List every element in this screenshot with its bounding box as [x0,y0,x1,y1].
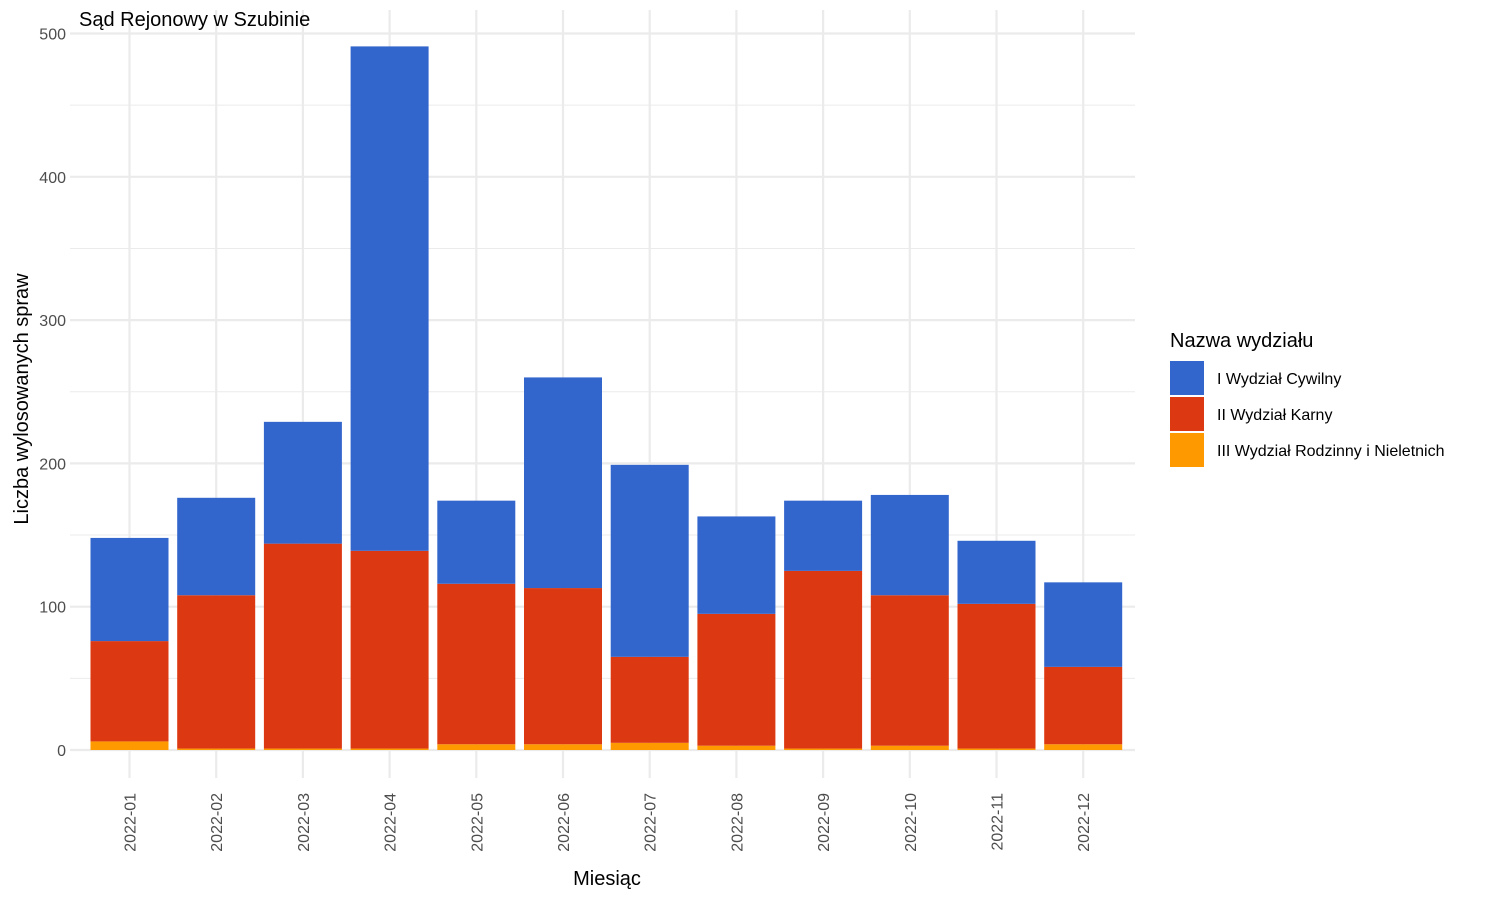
y-tick-label: 300 [39,313,66,330]
bar-segment [697,745,776,750]
legend-swatch [1170,361,1204,395]
x-axis-ticks: 2022-01 2022-02 2022-03 2022-04 2022-05 2022-… [123,793,1094,852]
y-axis-label: Liczba wylosowanych spraw [11,273,33,525]
bar-segment [177,748,256,750]
bar-segment [524,588,602,745]
y-tick-label: 0 [57,743,66,760]
bar-segment [350,748,429,750]
x-tick-label: 2022-06 [556,793,573,852]
x-tick-label: 2022-09 [816,793,833,852]
y-tick-label: 400 [39,170,66,187]
legend-swatch [1170,397,1204,431]
bar-segment [870,745,949,750]
bar-segment [263,748,342,750]
x-tick-label: 2022-12 [1076,793,1093,852]
x-tick-label: 2022-02 [209,793,226,852]
bar-segment [90,641,169,742]
x-tick-label: 2022-10 [903,793,920,852]
bar-segment [957,603,1036,749]
legend-label: III Wydział Rodzinny i Nieletnich [1217,443,1445,460]
bar-segment [437,583,516,745]
bar-segment [350,46,429,551]
y-tick-label: 200 [39,456,66,473]
y-tick-label: 500 [39,27,66,44]
bar-segment [263,421,342,544]
chart-title: Sąd Rejonowy w Szubinie [79,9,310,31]
bar-segment [437,500,516,584]
bar-segment [610,656,689,743]
bar-segment [784,570,863,749]
legend-title: Nazwa wydziału [1170,330,1313,352]
bar-segment [263,543,342,749]
bar-segment [350,550,429,749]
legend-swatch [1170,433,1204,467]
bar-segment [1044,582,1123,667]
x-tick-label: 2022-01 [123,793,140,852]
x-tick-label: 2022-04 [383,793,400,852]
bar-segment [177,497,256,596]
bar-segment [1044,666,1123,745]
bar-segment [697,613,776,746]
bar-segment [870,595,949,746]
bar-segment [90,537,169,642]
x-tick-label: 2022-08 [729,793,746,852]
x-tick-label: 2022-05 [469,793,486,852]
bar-segment [784,500,863,571]
bar-segment [784,748,863,750]
bars [90,46,1123,750]
bar-segment [697,516,776,614]
bar-segment [437,744,516,750]
x-axis-label: Miesiąc [573,868,641,890]
y-tick-label: 100 [39,600,66,617]
bar-segment [1044,744,1123,750]
bar-segment [90,741,169,750]
legend-label: II Wydział Karny [1217,407,1332,424]
bar-segment [610,464,689,657]
bar-segment [870,494,949,596]
bar-segment [177,595,256,749]
bar-segment [957,748,1036,750]
bar-segment [610,742,689,750]
legend-label: I Wydział Cywilny [1217,371,1341,388]
y-axis-ticks: 0 100 200 300 400 500 [39,27,66,761]
bar-segment [524,744,602,750]
x-tick-label: 2022-03 [296,793,313,852]
x-tick-label: 2022-11 [990,793,1007,851]
legend: Nazwa wydziału I Wydział Cywilny II Wydzi… [1170,330,1445,467]
x-tick-label: 2022-07 [643,793,660,852]
bar-segment [524,377,602,589]
bar-segment [957,540,1036,604]
